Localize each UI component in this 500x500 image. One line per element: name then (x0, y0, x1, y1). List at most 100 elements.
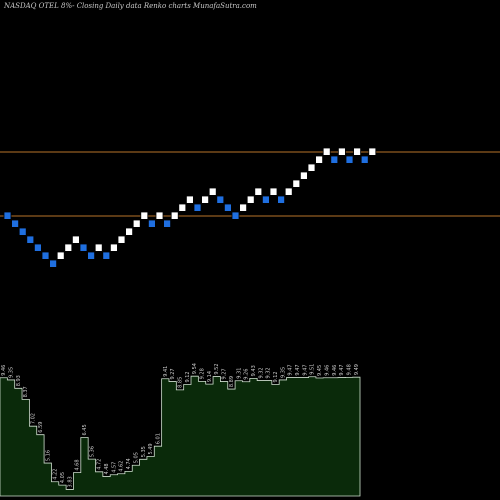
brick-45 (345, 155, 354, 164)
volume-label-42: 9.51 (310, 364, 316, 375)
brick-32 (246, 195, 255, 204)
volume-label-47: 9.48 (346, 364, 352, 375)
brick-36 (277, 195, 286, 204)
volume-label-11: 6.45 (82, 424, 88, 435)
brick-41 (315, 155, 324, 164)
brick-5 (41, 251, 50, 260)
brick-17 (132, 219, 141, 228)
brick-30 (231, 211, 240, 220)
brick-47 (360, 155, 369, 164)
renko-bricks (3, 147, 377, 268)
volume-label-48: 9.49 (354, 364, 360, 375)
brick-42 (322, 147, 331, 156)
volume-label-16: 4.62 (119, 461, 125, 472)
volume-label-36: 9.32 (266, 367, 272, 378)
volume-label-39: 9.47 (288, 364, 294, 375)
chart-title: NASDAQ OTEL 8%- Closing Daily data Renko… (3, 2, 257, 10)
brick-46 (353, 147, 362, 156)
volume-label-35: 9.32 (258, 367, 264, 378)
volume-label-23: 9.27 (170, 368, 176, 379)
brick-35 (269, 187, 278, 196)
brick-2 (18, 227, 27, 236)
volume-label-19: 5.35 (141, 446, 147, 457)
brick-27 (208, 187, 217, 196)
volume-label-29: 9.52 (214, 363, 220, 374)
volume-label-2: 8.93 (16, 375, 22, 386)
volume-label-8: 4.05 (60, 472, 66, 483)
brick-25 (193, 203, 202, 212)
brick-15 (117, 235, 126, 244)
volume-label-34: 9.43 (251, 365, 257, 376)
volume-label-0: 9.46 (1, 365, 7, 376)
brick-31 (239, 203, 248, 212)
volume-label-12: 5.36 (89, 446, 95, 457)
volume-label-17: 4.74 (126, 458, 132, 469)
brick-10 (79, 243, 88, 252)
volume-label-43: 9.45 (317, 365, 323, 376)
brick-34 (261, 195, 270, 204)
volume-label-31: 8.89 (229, 376, 235, 387)
volume-label-25: 9.12 (185, 371, 191, 382)
volume-label-13: 4.72 (97, 459, 103, 470)
brick-43 (330, 155, 339, 164)
brick-11 (87, 251, 95, 260)
volume-label-32: 9.31 (236, 368, 242, 379)
volume-label-18: 5.05 (133, 452, 139, 463)
brick-0 (3, 211, 12, 220)
volume-label-26: 9.54 (192, 363, 198, 374)
volume-label-7: 4.22 (53, 469, 59, 480)
volume-label-33: 9.26 (244, 369, 250, 380)
volume-label-10: 4.68 (75, 459, 81, 470)
brick-48 (368, 147, 377, 156)
brick-9 (72, 235, 80, 244)
volume-series-area (0, 375, 361, 497)
volume-label-24: 8.85 (178, 377, 184, 388)
brick-23 (178, 203, 187, 212)
brick-24 (185, 195, 194, 204)
brick-29 (223, 203, 232, 212)
brick-26 (201, 195, 210, 204)
brick-8 (64, 243, 73, 252)
volume-area: 9.46 9.358.938.377.026.595.164.22 4.05 3.83… (0, 363, 361, 497)
volume-label-41: 9.47 (302, 364, 308, 375)
volume-label-37: 9.12 (273, 371, 279, 382)
brick-21 (163, 219, 172, 228)
volume-label-30: 9.27 (222, 368, 228, 379)
brick-7 (56, 251, 65, 260)
volume-label-38: 9.35 (280, 367, 286, 378)
volume-label-22: 9.41 (163, 366, 169, 377)
brick-16 (125, 227, 133, 236)
brick-22 (170, 211, 179, 220)
volume-label-20: 5.49 (148, 443, 154, 454)
volume-label-21: 6.01 (155, 433, 161, 444)
brick-37 (284, 187, 293, 196)
brick-40 (307, 163, 316, 172)
volume-label-15: 4.57 (111, 462, 117, 473)
brick-38 (292, 179, 301, 188)
volume-label-44: 9.46 (324, 365, 330, 376)
volume-label-27: 9.28 (200, 368, 206, 379)
volume-label-4: 7.02 (31, 413, 37, 424)
brick-14 (110, 243, 118, 252)
brick-20 (155, 211, 164, 220)
brick-28 (216, 195, 225, 204)
volume-label-40: 9.47 (295, 364, 301, 375)
volume-label-46: 9.47 (339, 364, 345, 375)
volume-label-6: 5.16 (45, 450, 51, 461)
brick-19 (147, 219, 156, 228)
brick-13 (102, 251, 111, 260)
price-level-lines (0, 151, 500, 217)
brick-33 (254, 187, 263, 196)
brick-44 (337, 147, 346, 156)
brick-12 (94, 243, 103, 252)
volume-label-9: 3.83 (67, 476, 73, 487)
brick-4 (34, 243, 42, 252)
brick-3 (26, 235, 35, 244)
volume-label-1: 9.35 (9, 367, 15, 378)
volume-label-28: 9.14 (207, 371, 213, 382)
volume-label-5: 6.59 (38, 422, 44, 433)
brick-18 (140, 211, 149, 220)
volume-label-3: 8.37 (23, 386, 29, 397)
volume-label-14: 4.48 (104, 463, 110, 474)
